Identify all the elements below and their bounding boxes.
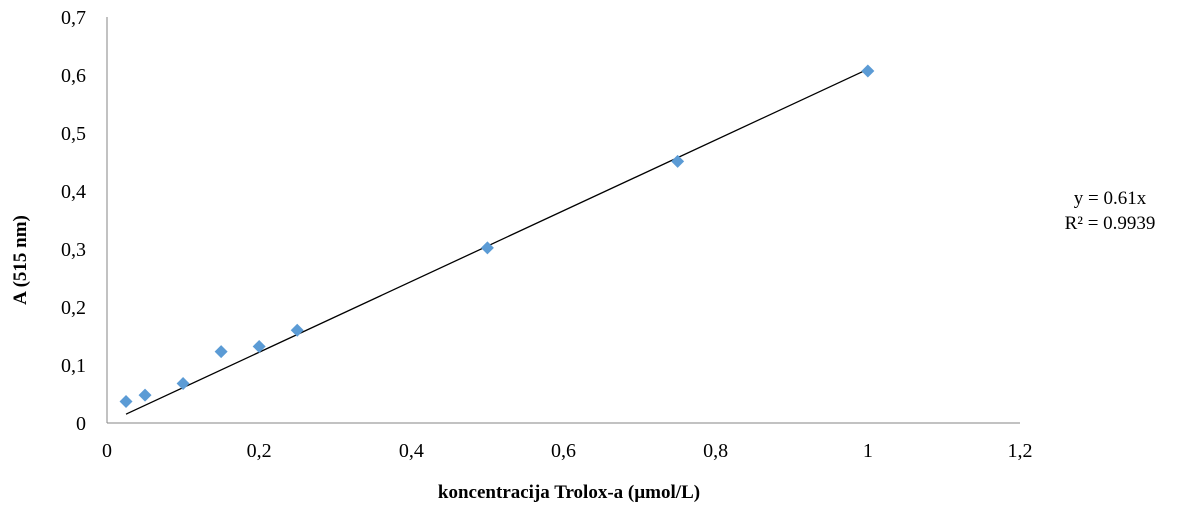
x-tick-label: 1,2 [1008, 440, 1033, 462]
y-tick-label: 0,5 [61, 123, 86, 145]
trendline-equation: y = 0.61x [1074, 188, 1147, 209]
data-points [119, 64, 875, 409]
trendline [125, 68, 869, 415]
x-tick-label: 0,4 [399, 440, 424, 462]
tick-labels: 0 0,2 0,4 0,6 0,8 1 1,2 0 0,1 0,2 0,3 0,4 0,5 0,6 0,7 [61, 7, 1033, 462]
y-tick-label: 0 [76, 413, 86, 435]
data-point [176, 377, 190, 391]
data-point [252, 339, 266, 353]
trendline-group [125, 68, 869, 415]
y-tick-label: 0,2 [61, 297, 86, 319]
y-tick-label: 0,6 [61, 65, 86, 87]
x-tick-label: 1 [863, 440, 873, 462]
y-tick-label: 0,7 [61, 7, 86, 29]
data-point [480, 241, 494, 255]
y-tick-label: 0,1 [61, 355, 86, 377]
data-point [861, 64, 875, 78]
y-axis-title: A (515 nm) [10, 215, 31, 305]
data-point [138, 388, 152, 402]
data-point [290, 323, 304, 337]
y-tick-label: 0,4 [61, 181, 86, 203]
trendline-r-squared: R² = 0.9939 [1065, 213, 1156, 234]
data-point [671, 154, 685, 168]
data-point [214, 345, 228, 359]
axes [106, 17, 1020, 424]
x-tick-label: 0 [102, 440, 112, 462]
y-tick-label: 0,3 [61, 239, 86, 261]
x-axis-title: koncentracija Trolox-a (µmol/L) [438, 482, 700, 503]
x-tick-label: 0,2 [247, 440, 272, 462]
data-point [119, 395, 133, 409]
x-tick-label: 0,8 [703, 440, 728, 462]
x-tick-label: 0,6 [551, 440, 576, 462]
